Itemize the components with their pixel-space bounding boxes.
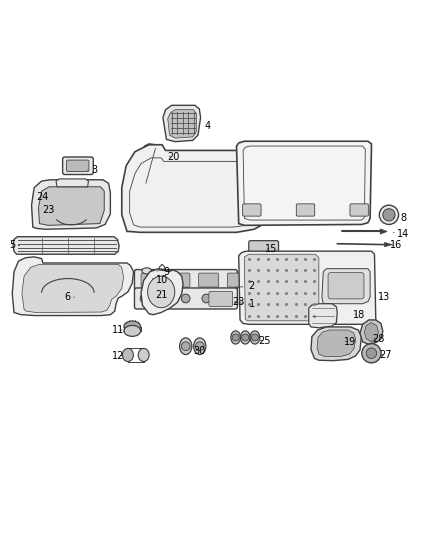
Circle shape (232, 334, 239, 341)
FancyBboxPatch shape (243, 204, 261, 216)
Ellipse shape (124, 321, 141, 332)
Text: 13: 13 (378, 292, 391, 302)
Circle shape (383, 209, 395, 221)
Text: 24: 24 (37, 192, 49, 203)
Ellipse shape (152, 274, 162, 280)
Ellipse shape (142, 268, 152, 274)
Ellipse shape (194, 338, 206, 354)
Polygon shape (360, 320, 383, 344)
FancyBboxPatch shape (198, 273, 219, 287)
Polygon shape (12, 257, 134, 316)
FancyBboxPatch shape (249, 241, 279, 253)
FancyBboxPatch shape (227, 273, 247, 287)
Text: 8: 8 (393, 213, 406, 223)
Circle shape (242, 334, 249, 341)
Ellipse shape (148, 276, 175, 308)
Text: 28: 28 (373, 334, 385, 344)
FancyBboxPatch shape (67, 160, 89, 172)
Circle shape (379, 205, 399, 224)
Circle shape (181, 342, 190, 351)
Polygon shape (39, 187, 104, 225)
FancyBboxPatch shape (63, 157, 93, 174)
Ellipse shape (231, 331, 240, 344)
FancyBboxPatch shape (134, 288, 237, 309)
Text: 4: 4 (199, 122, 211, 131)
Polygon shape (22, 264, 124, 312)
Polygon shape (239, 251, 376, 324)
Text: 5: 5 (9, 240, 20, 251)
Polygon shape (141, 269, 183, 314)
Circle shape (195, 342, 204, 351)
Text: 16: 16 (390, 240, 403, 251)
FancyBboxPatch shape (134, 270, 237, 290)
FancyBboxPatch shape (350, 204, 368, 216)
Circle shape (223, 294, 231, 303)
Text: 27: 27 (379, 350, 392, 360)
Text: 1: 1 (235, 298, 255, 309)
Text: 14: 14 (393, 229, 409, 239)
Text: 11: 11 (112, 325, 124, 335)
FancyBboxPatch shape (296, 204, 314, 216)
Text: 12: 12 (112, 351, 124, 361)
FancyBboxPatch shape (209, 292, 233, 306)
Circle shape (161, 294, 170, 303)
Polygon shape (56, 179, 88, 187)
Text: 9: 9 (157, 266, 170, 277)
Circle shape (202, 294, 211, 303)
Ellipse shape (250, 331, 260, 344)
Polygon shape (317, 330, 356, 357)
Polygon shape (32, 180, 110, 229)
Circle shape (181, 294, 190, 303)
Ellipse shape (138, 349, 149, 361)
Polygon shape (309, 304, 337, 328)
Text: 3: 3 (88, 165, 97, 175)
Polygon shape (13, 237, 119, 254)
Polygon shape (244, 254, 319, 321)
Ellipse shape (124, 326, 141, 336)
Polygon shape (364, 322, 378, 342)
Text: 19: 19 (344, 337, 357, 347)
Ellipse shape (240, 331, 250, 344)
Text: 25: 25 (259, 336, 271, 346)
Text: 2: 2 (235, 281, 255, 291)
Polygon shape (380, 229, 387, 234)
Polygon shape (385, 243, 392, 247)
Polygon shape (237, 141, 371, 225)
FancyBboxPatch shape (170, 273, 190, 287)
Text: 18: 18 (353, 310, 365, 320)
Ellipse shape (180, 338, 192, 354)
Text: 6: 6 (65, 292, 74, 302)
Polygon shape (322, 269, 370, 304)
Polygon shape (311, 327, 361, 361)
Text: 20: 20 (167, 152, 179, 162)
Polygon shape (163, 106, 201, 142)
Polygon shape (168, 110, 197, 138)
Polygon shape (122, 145, 283, 232)
Polygon shape (139, 144, 159, 189)
Text: 21: 21 (155, 290, 167, 300)
Circle shape (362, 344, 381, 363)
FancyBboxPatch shape (141, 273, 161, 287)
Circle shape (251, 334, 258, 341)
Circle shape (366, 348, 377, 359)
Text: 10: 10 (152, 274, 168, 285)
Ellipse shape (122, 349, 133, 361)
Text: 30: 30 (193, 345, 205, 356)
FancyBboxPatch shape (328, 273, 364, 299)
Text: 23: 23 (42, 205, 54, 215)
Circle shape (140, 294, 149, 303)
Text: 23: 23 (233, 297, 245, 308)
Text: 15: 15 (265, 244, 278, 254)
